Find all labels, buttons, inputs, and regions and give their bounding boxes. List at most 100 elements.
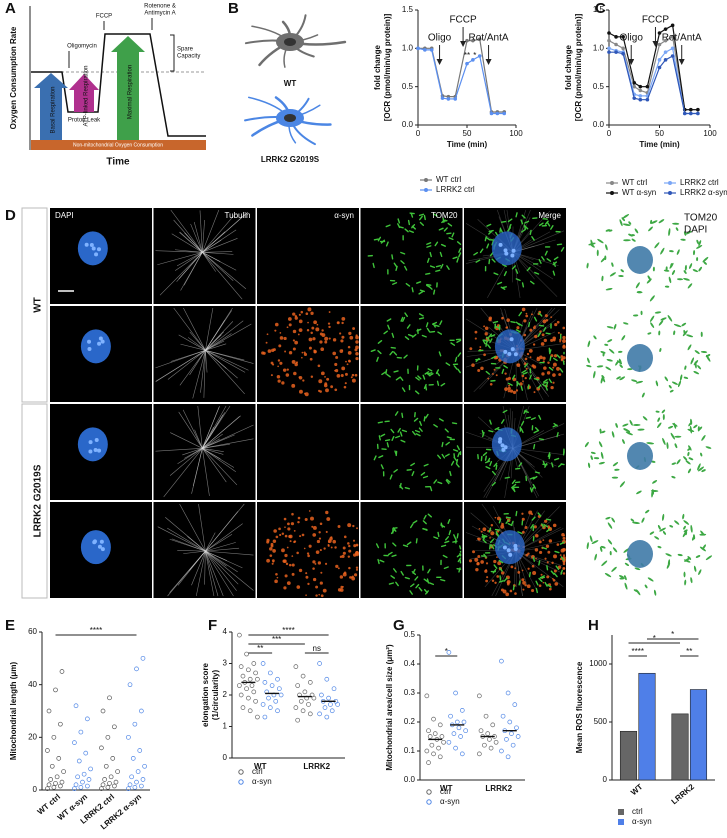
syn-puncta: [496, 556, 498, 559]
legend-marker: [426, 789, 432, 795]
panel-label: A: [5, 0, 16, 17]
syn-puncta: [277, 365, 279, 368]
data-point: [331, 686, 337, 692]
syn-puncta: [531, 364, 535, 368]
tubulin-fiber: [200, 350, 206, 393]
mitochondrion: [495, 325, 500, 329]
mitochondrion: [543, 326, 547, 332]
syn-puncta: [262, 351, 266, 355]
syn-puncta: [291, 563, 295, 567]
mitochondrion: [403, 354, 408, 359]
render-mito: [601, 560, 608, 567]
render-mito: [673, 330, 676, 336]
legend-marker: [668, 191, 672, 195]
syn-puncta: [506, 318, 510, 322]
syn-puncta: [546, 371, 551, 375]
mitochondrion: [386, 442, 390, 448]
render-mito: [593, 457, 600, 460]
legend-marker: [610, 191, 614, 195]
syn-puncta: [521, 512, 524, 515]
data-point: [130, 756, 136, 761]
data-point: [638, 84, 643, 89]
micrograph: [360, 404, 463, 500]
data-point: [58, 783, 63, 789]
data-point: [514, 725, 519, 731]
syn-puncta: [514, 592, 517, 595]
tubulin-fiber: [202, 252, 243, 300]
data-point: [614, 42, 618, 47]
data-point: [247, 676, 253, 682]
mitochondrion: [518, 462, 523, 467]
x-tick-label: 50: [463, 129, 472, 138]
syn-puncta: [298, 328, 303, 332]
render-mito: [654, 536, 660, 540]
chromocenter: [87, 339, 92, 344]
render-mito: [630, 518, 635, 522]
render-mito: [671, 475, 676, 479]
mitochondrion: [526, 266, 531, 272]
mitochondrion: [456, 257, 459, 263]
mitochondrion: [393, 568, 397, 573]
syn-puncta: [550, 338, 554, 342]
mitochondrion: [505, 519, 510, 524]
chromocenter: [87, 347, 92, 352]
mitochondrion: [383, 330, 389, 335]
syn-puncta: [506, 582, 510, 586]
syn-puncta: [278, 344, 282, 348]
mitochondrion: [481, 535, 487, 538]
tubulin-fiber: [205, 320, 244, 351]
data-point: [423, 48, 427, 52]
render-mito: [677, 380, 682, 388]
syn-puncta: [347, 345, 351, 349]
syn-puncta: [288, 323, 292, 327]
syn-puncta: [469, 347, 473, 351]
data-point: [614, 50, 618, 54]
render-mito: [628, 221, 632, 225]
tubulin-fiber: [184, 232, 203, 253]
mitochondrion: [454, 356, 458, 363]
syn-puncta: [505, 326, 508, 329]
chromocenter: [501, 447, 506, 452]
mitochondrion: [395, 376, 401, 381]
tubulin-fiber: [202, 448, 224, 455]
render-mito: [659, 347, 662, 353]
tubulin-fiber: [204, 551, 206, 585]
syn-puncta: [351, 378, 356, 383]
tubulin-fiber: [192, 448, 203, 487]
tubulin-fiber: [205, 350, 246, 373]
syn-puncta: [533, 391, 536, 394]
syn-puncta: [275, 573, 278, 576]
mitochondrion: [511, 374, 516, 380]
data-point: [689, 107, 693, 112]
syn-puncta: [317, 389, 321, 392]
syn-puncta: [563, 554, 565, 557]
mitochondrion: [558, 463, 563, 468]
syn-puncta: [542, 356, 546, 360]
chromocenter: [507, 351, 512, 356]
data-point: [45, 786, 50, 792]
render-mito: [604, 255, 607, 261]
syn-puncta: [546, 561, 549, 564]
syn-puncta: [553, 569, 557, 573]
mitochondrion: [427, 513, 432, 518]
syn-puncta: [493, 559, 497, 564]
syn-puncta: [277, 359, 281, 362]
render-mito: [683, 278, 690, 281]
data-point: [426, 760, 431, 765]
x-tick-label: LRRK2: [303, 762, 330, 771]
mitochondrion: [457, 557, 462, 563]
syn-puncta: [272, 348, 276, 352]
sig-label: *: [445, 647, 448, 656]
tubulin-fiber: [199, 210, 203, 253]
render-mito: [645, 509, 650, 514]
mitochondrion: [498, 559, 504, 564]
mitochondrion: [529, 374, 532, 380]
syn-puncta: [542, 581, 545, 584]
syn-puncta: [552, 577, 554, 580]
mitochondrion: [419, 420, 423, 426]
tubulin-fiber: [202, 438, 254, 449]
render-mito: [705, 354, 711, 362]
mitochondrion: [486, 243, 490, 249]
syn-puncta: [289, 535, 292, 538]
mitochondrion: [538, 312, 543, 317]
